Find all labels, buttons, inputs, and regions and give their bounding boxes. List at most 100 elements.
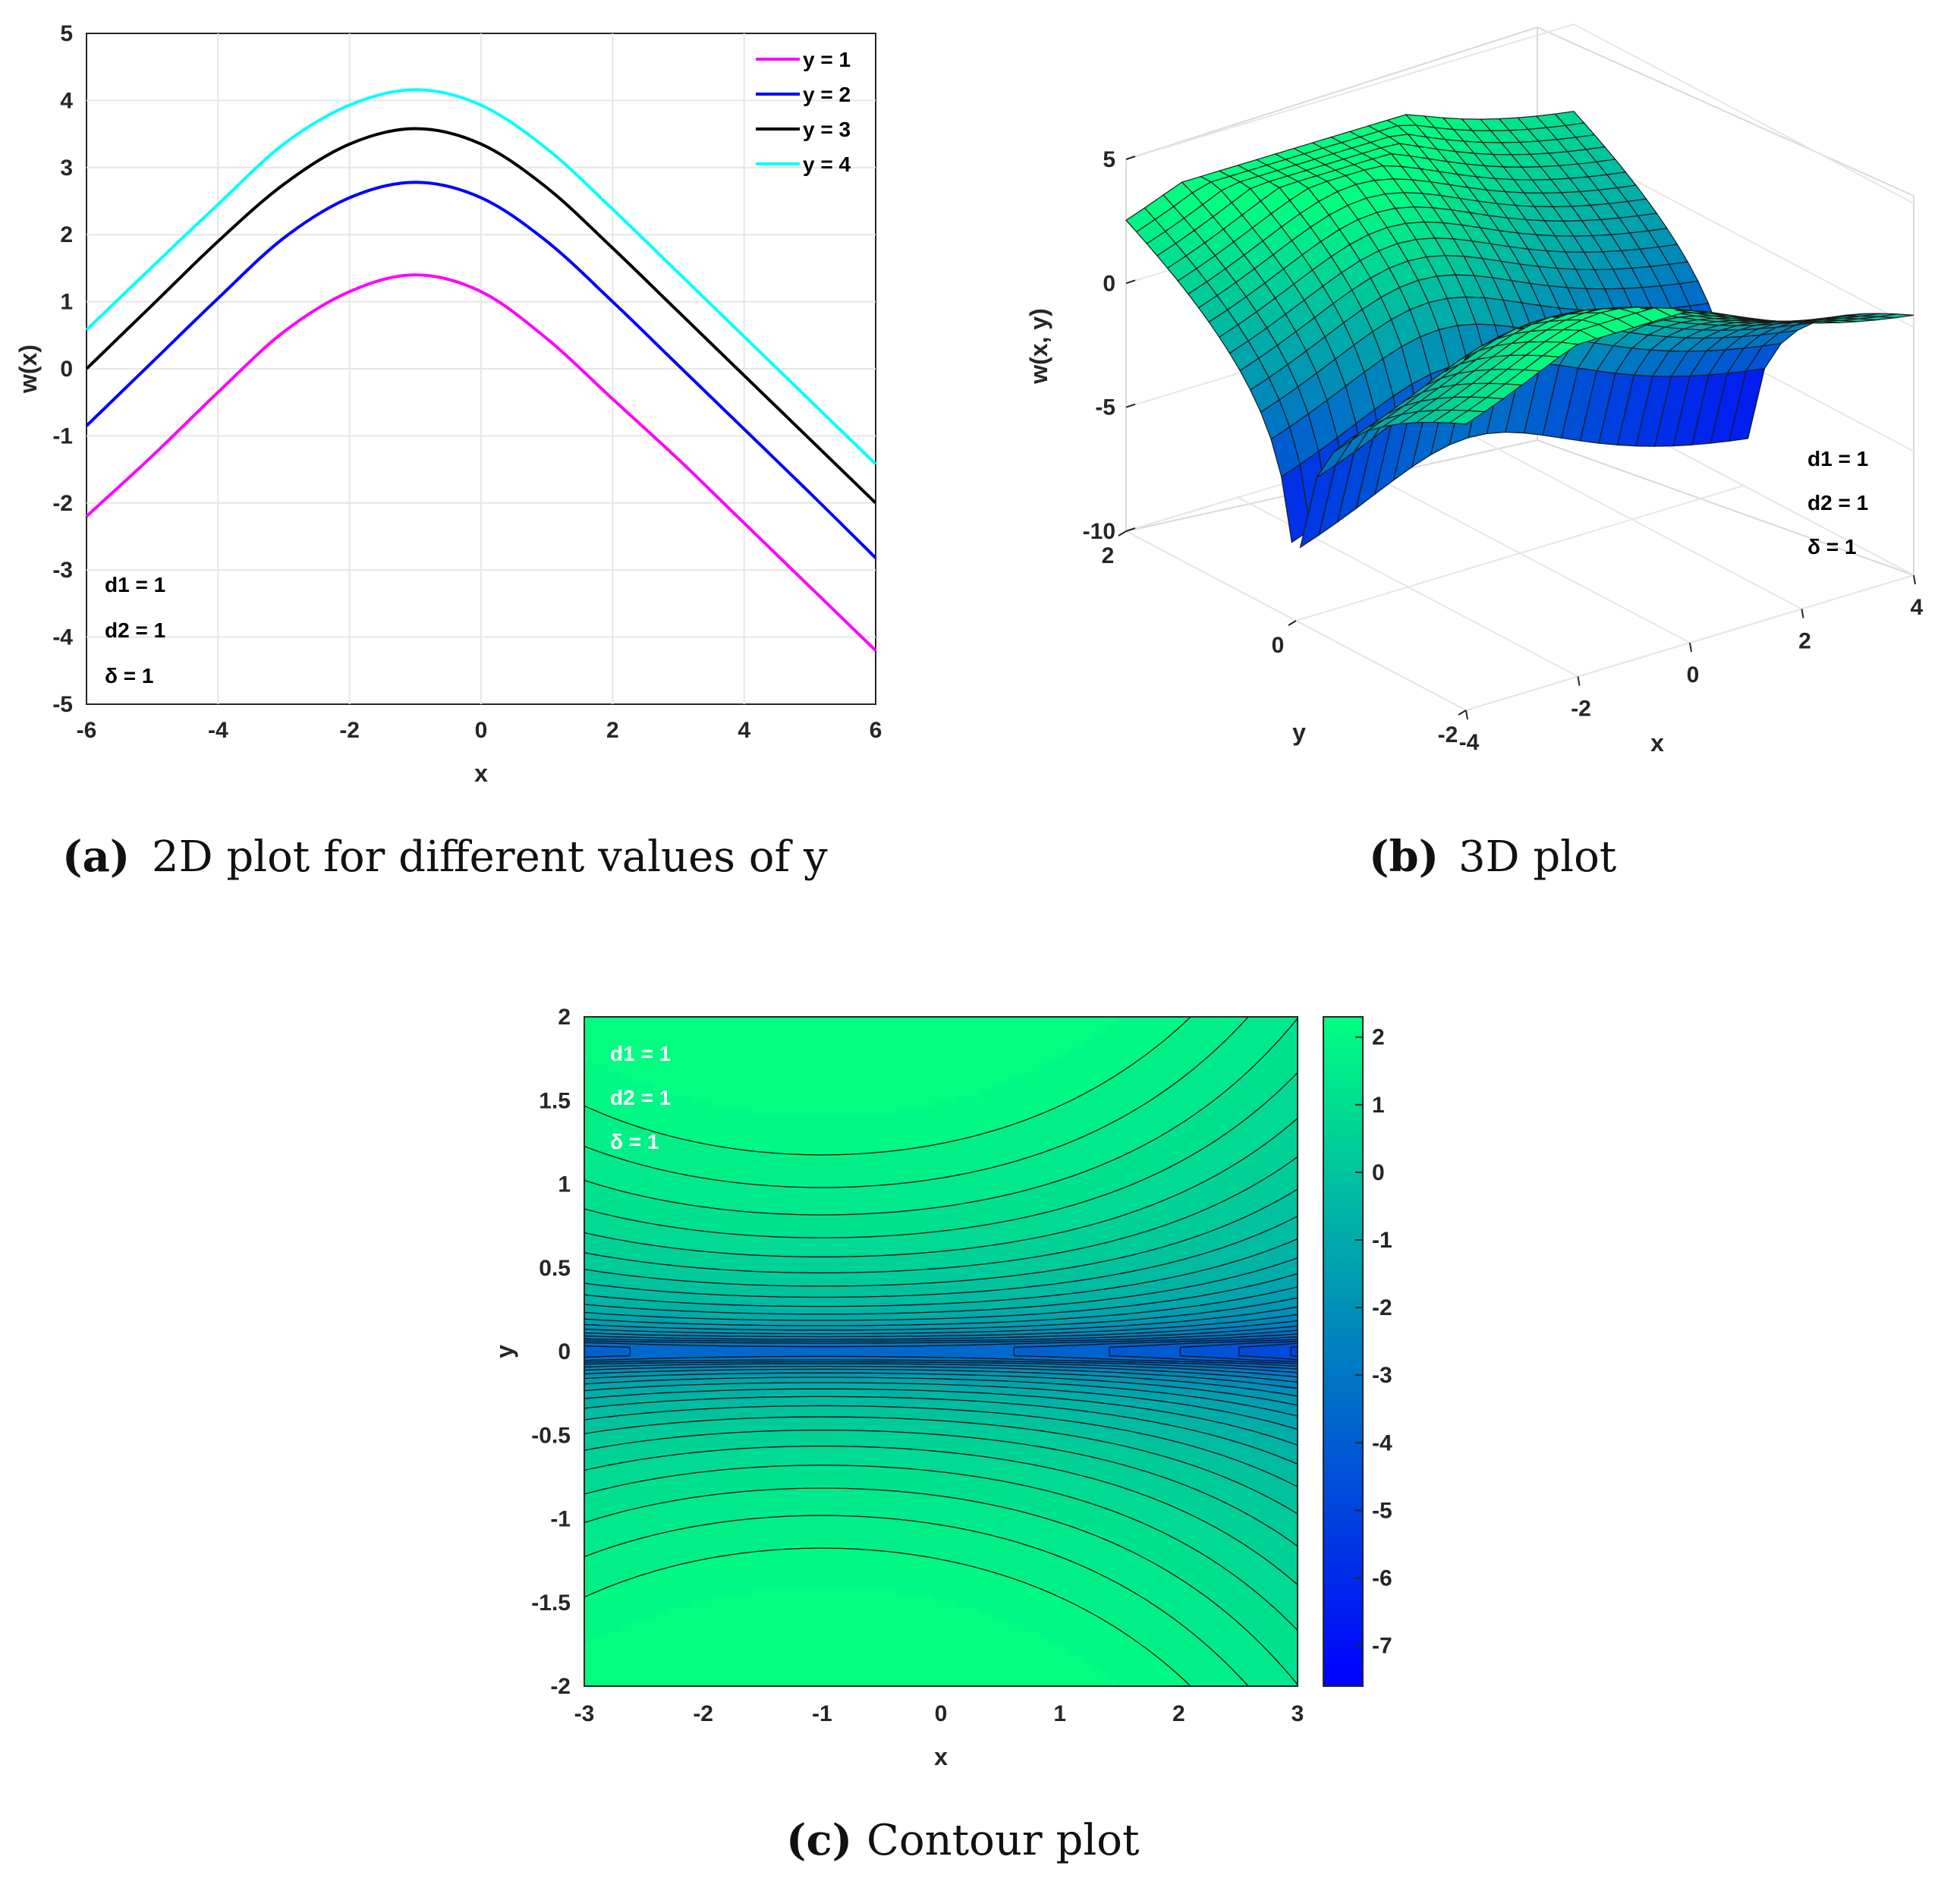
contour-cell bbox=[1002, 1235, 1010, 1243]
contour-cell bbox=[1047, 1132, 1056, 1140]
contour-cell bbox=[873, 1211, 881, 1219]
contour-cell bbox=[1024, 1108, 1033, 1115]
contour-cell bbox=[744, 1029, 752, 1036]
contour-cell bbox=[1062, 1254, 1071, 1261]
contour-cell bbox=[1176, 1223, 1184, 1231]
contour-cell bbox=[1184, 1071, 1192, 1078]
contour-cell bbox=[835, 1108, 843, 1115]
contour-cell bbox=[1032, 1065, 1040, 1072]
contour-cell bbox=[1199, 1223, 1207, 1231]
contour-cell bbox=[926, 1035, 934, 1042]
contour-cell bbox=[986, 1156, 995, 1164]
contour-cell bbox=[1131, 1035, 1139, 1042]
contour-cell bbox=[668, 1272, 676, 1279]
contour-cell bbox=[956, 1035, 964, 1042]
contour-cell bbox=[994, 1211, 1002, 1219]
contour-cell bbox=[759, 1017, 767, 1024]
contour-cell bbox=[599, 1078, 608, 1084]
param-d1: d1 = 1 bbox=[105, 573, 165, 596]
contour-cell bbox=[1252, 1126, 1260, 1134]
contour-cell bbox=[842, 1084, 851, 1091]
contour-cell bbox=[1237, 1163, 1245, 1170]
contour-cell bbox=[744, 1132, 752, 1140]
contour-cell bbox=[797, 1120, 805, 1128]
contour-cell bbox=[865, 1181, 873, 1188]
contour-cell bbox=[1032, 1144, 1040, 1152]
contour-cell bbox=[918, 1108, 927, 1115]
contour-cell bbox=[827, 1175, 835, 1182]
contour-cell bbox=[1275, 1175, 1283, 1182]
contour-cell bbox=[1214, 1181, 1222, 1188]
contour-cell bbox=[873, 1278, 881, 1285]
contour-cell bbox=[599, 1229, 608, 1237]
contour-cell bbox=[835, 1138, 843, 1146]
contour-cell bbox=[1176, 1096, 1184, 1103]
contour-cell bbox=[895, 1071, 904, 1078]
contour-cell bbox=[721, 1065, 729, 1072]
contour-cell bbox=[706, 1278, 714, 1285]
contour-cell bbox=[842, 1120, 851, 1128]
contour-cell bbox=[1047, 1102, 1056, 1109]
contour-cell bbox=[1078, 1065, 1086, 1072]
contour-cell bbox=[880, 1248, 889, 1255]
contour-cell bbox=[599, 1120, 608, 1128]
contour-cell bbox=[820, 1169, 828, 1176]
contour-cell bbox=[1214, 1205, 1222, 1213]
contour-cell bbox=[789, 1248, 798, 1255]
contour-cell bbox=[622, 1278, 631, 1285]
contour-cell bbox=[584, 1199, 593, 1207]
contour-cell bbox=[1267, 1017, 1276, 1024]
param-delta: δ = 1 bbox=[1807, 535, 1856, 559]
contour-cell bbox=[941, 1235, 949, 1243]
contour-cell bbox=[1024, 1071, 1033, 1078]
contour-cell bbox=[994, 1078, 1002, 1084]
contour-cell bbox=[698, 1272, 706, 1279]
contour-cell bbox=[683, 1035, 691, 1042]
contour-cell bbox=[1214, 1090, 1222, 1097]
contour-cell bbox=[1161, 1266, 1169, 1273]
contour-cell bbox=[865, 1278, 873, 1285]
contour-cell bbox=[1009, 1017, 1018, 1024]
contour-cell bbox=[1017, 1163, 1025, 1170]
contour-cell bbox=[1070, 1254, 1078, 1261]
contour-cell bbox=[911, 1047, 919, 1054]
contour-cell bbox=[888, 1193, 896, 1200]
contour-cell bbox=[1009, 1248, 1018, 1255]
contour-cell bbox=[691, 1059, 699, 1066]
contour-cell bbox=[820, 1017, 828, 1024]
contour-cell bbox=[668, 1078, 676, 1084]
contour-cell bbox=[766, 1205, 775, 1213]
contour-cell bbox=[751, 1047, 760, 1054]
contour-cell bbox=[660, 1126, 669, 1134]
contour-cell bbox=[1252, 1169, 1260, 1176]
contour-cell bbox=[1055, 1272, 1063, 1279]
contour-cell bbox=[751, 1284, 760, 1292]
contour-cell bbox=[880, 1108, 889, 1115]
contour-cell bbox=[842, 1053, 851, 1060]
contour-cell bbox=[1115, 1126, 1124, 1134]
contour-cell bbox=[994, 1017, 1002, 1024]
contour-cell bbox=[1047, 1096, 1056, 1103]
contour-cell bbox=[1184, 1248, 1192, 1255]
contour-cell bbox=[691, 1065, 699, 1072]
contour-cell bbox=[857, 1169, 866, 1176]
contour-cell bbox=[1115, 1205, 1124, 1213]
contour-cell bbox=[698, 1144, 706, 1152]
contour-cell bbox=[827, 1138, 835, 1146]
contour-cell bbox=[660, 1144, 669, 1152]
contour-cell bbox=[599, 1059, 608, 1066]
contour-cell bbox=[660, 1205, 669, 1213]
contour-cell bbox=[956, 1266, 964, 1273]
contour-cell bbox=[842, 1090, 851, 1097]
contour-cell bbox=[728, 1102, 737, 1109]
contour-cell bbox=[584, 1065, 593, 1072]
contour-cell bbox=[1176, 1102, 1184, 1109]
contour-cell bbox=[1078, 1229, 1086, 1237]
contour-cell bbox=[759, 1199, 767, 1207]
contour-cell bbox=[1085, 1053, 1093, 1060]
contour-cell bbox=[979, 1065, 987, 1072]
contour-cell bbox=[895, 1114, 904, 1122]
contour-cell bbox=[1244, 1217, 1253, 1225]
contour-cell bbox=[592, 1047, 600, 1054]
contour-cell bbox=[660, 1217, 669, 1225]
